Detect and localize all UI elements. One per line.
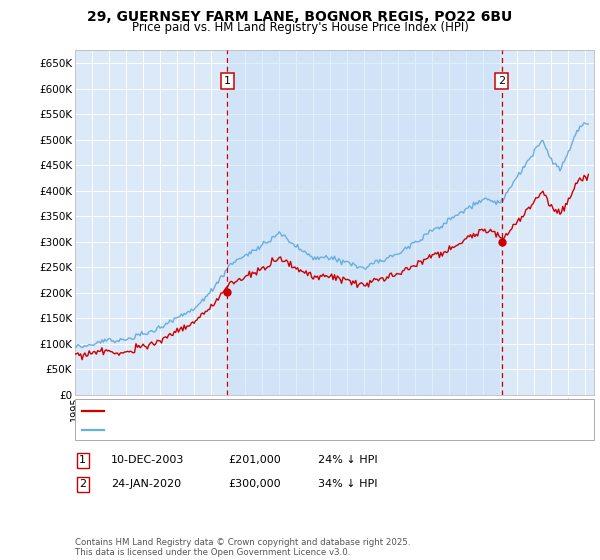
Text: 29, GUERNSEY FARM LANE, BOGNOR REGIS, PO22 6BU: 29, GUERNSEY FARM LANE, BOGNOR REGIS, PO… (88, 10, 512, 24)
Text: 24% ↓ HPI: 24% ↓ HPI (318, 455, 377, 465)
Text: HPI: Average price, detached house, Arun: HPI: Average price, detached house, Arun (108, 424, 318, 435)
Text: 2: 2 (79, 479, 86, 489)
Text: 10-DEC-2003: 10-DEC-2003 (111, 455, 184, 465)
Text: 29, GUERNSEY FARM LANE, BOGNOR REGIS, PO22 6BU (detached house): 29, GUERNSEY FARM LANE, BOGNOR REGIS, PO… (108, 405, 478, 416)
Text: £300,000: £300,000 (228, 479, 281, 489)
Text: 1: 1 (79, 455, 86, 465)
Bar (227, 50, 502, 395)
Text: Price paid vs. HM Land Registry's House Price Index (HPI): Price paid vs. HM Land Registry's House … (131, 21, 469, 34)
Text: 34% ↓ HPI: 34% ↓ HPI (318, 479, 377, 489)
Text: 2: 2 (498, 76, 505, 86)
Text: 24-JAN-2020: 24-JAN-2020 (111, 479, 181, 489)
Text: 1: 1 (224, 76, 230, 86)
Text: £201,000: £201,000 (228, 455, 281, 465)
Text: Contains HM Land Registry data © Crown copyright and database right 2025.
This d: Contains HM Land Registry data © Crown c… (75, 538, 410, 557)
